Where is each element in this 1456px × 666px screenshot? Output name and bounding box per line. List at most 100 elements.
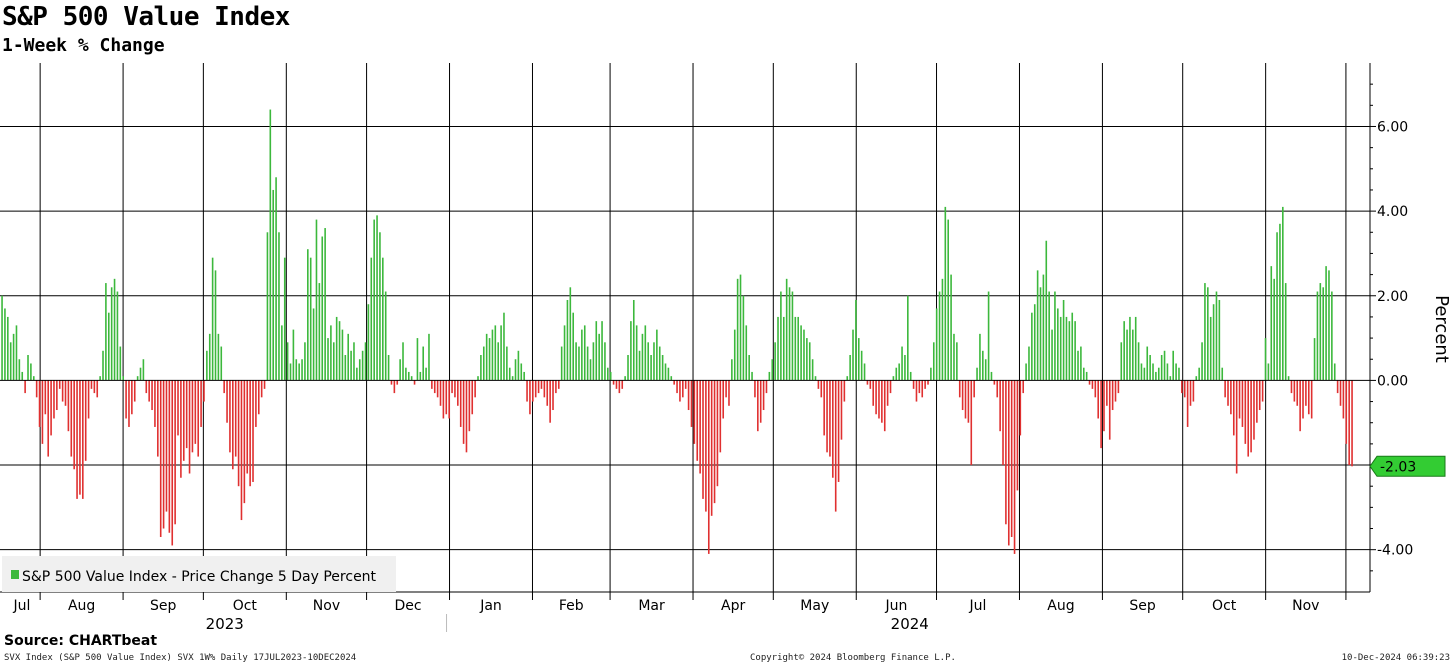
bar: [534, 380, 537, 398]
bar: [185, 380, 188, 449]
bar: [7, 316, 9, 381]
bar: [133, 380, 136, 402]
bar: [840, 380, 843, 440]
bar: [797, 316, 800, 381]
bar: [1036, 270, 1039, 381]
bar: [416, 338, 419, 381]
bar: [1192, 380, 1195, 402]
bar: [511, 376, 514, 381]
bar: [1088, 380, 1091, 385]
bar: [240, 380, 243, 521]
bar: [615, 380, 618, 389]
bar: [1209, 316, 1212, 381]
bar: [1290, 380, 1293, 394]
bar: [50, 380, 52, 436]
bar: [757, 380, 759, 432]
bar: [514, 359, 517, 381]
x-tick-label: Oct: [1212, 598, 1237, 614]
bar: [488, 338, 491, 381]
x-tick-label: Feb: [559, 598, 584, 614]
bar: [964, 380, 967, 419]
bar: [1287, 376, 1290, 381]
y-tick-label: -4.00: [1377, 543, 1413, 559]
bar: [696, 380, 699, 461]
bar: [909, 371, 912, 381]
bar: [162, 380, 165, 529]
bar: [529, 380, 531, 415]
bar: [1282, 206, 1284, 381]
bar: [298, 363, 300, 381]
bar: [684, 380, 687, 389]
bar: [327, 338, 329, 381]
bar: [904, 355, 906, 381]
bar: [113, 278, 116, 381]
bar: [690, 380, 693, 427]
bar: [56, 380, 58, 411]
bar: [1195, 376, 1198, 381]
bar: [722, 380, 725, 419]
bar: [1238, 380, 1241, 419]
bar: [826, 380, 828, 453]
bar: [128, 380, 130, 427]
bar: [780, 291, 782, 381]
bar: [881, 380, 883, 423]
bar: [1305, 380, 1307, 406]
bar: [500, 325, 502, 381]
x-tick-label: Mar: [638, 598, 665, 614]
bar: [356, 367, 358, 381]
y-tick-label: 4.00: [1377, 204, 1408, 220]
bar: [950, 274, 952, 381]
bar: [1, 295, 3, 381]
bar: [572, 312, 575, 381]
bar: [390, 380, 393, 385]
bar: [820, 380, 823, 398]
bar: [725, 380, 727, 398]
bar: [1172, 350, 1175, 381]
bar: [180, 380, 182, 478]
bar: [935, 308, 938, 381]
bar: [967, 380, 970, 423]
bar: [1016, 380, 1019, 491]
bar: [987, 291, 990, 381]
bar: [1059, 316, 1062, 381]
bar: [523, 371, 525, 381]
bar: [806, 338, 808, 381]
chart-title: S&P 500 Value Index: [2, 2, 290, 32]
bar: [1077, 350, 1079, 381]
bar: [563, 325, 566, 381]
bar: [148, 380, 150, 402]
bar: [878, 380, 880, 419]
bar: [58, 380, 61, 389]
bar: [1241, 380, 1244, 427]
bar: [15, 325, 18, 381]
bar: [953, 333, 955, 381]
bar: [768, 371, 771, 381]
bar: [425, 367, 427, 381]
bar: [938, 291, 941, 381]
bar: [526, 380, 528, 402]
bar: [679, 380, 681, 402]
bar: [373, 219, 375, 381]
bar: [540, 380, 543, 389]
x-tick-label: Dec: [395, 598, 422, 614]
bar: [315, 219, 318, 381]
bar: [272, 189, 275, 381]
bar: [289, 363, 292, 381]
bar: [344, 355, 347, 381]
bar: [191, 380, 194, 453]
bar: [932, 342, 935, 381]
bar: [592, 342, 595, 381]
bar: [1028, 346, 1030, 381]
bar: [131, 380, 133, 415]
bar: [1134, 316, 1137, 381]
bar: [595, 321, 598, 381]
bar: [618, 380, 621, 394]
bar: [370, 257, 373, 381]
bar: [627, 355, 629, 381]
vertical-gridlines: [39, 63, 1347, 592]
bar: [693, 380, 696, 444]
bar: [1111, 380, 1114, 411]
bar: [999, 380, 1001, 432]
bar: [1261, 380, 1264, 402]
bar: [889, 380, 892, 394]
